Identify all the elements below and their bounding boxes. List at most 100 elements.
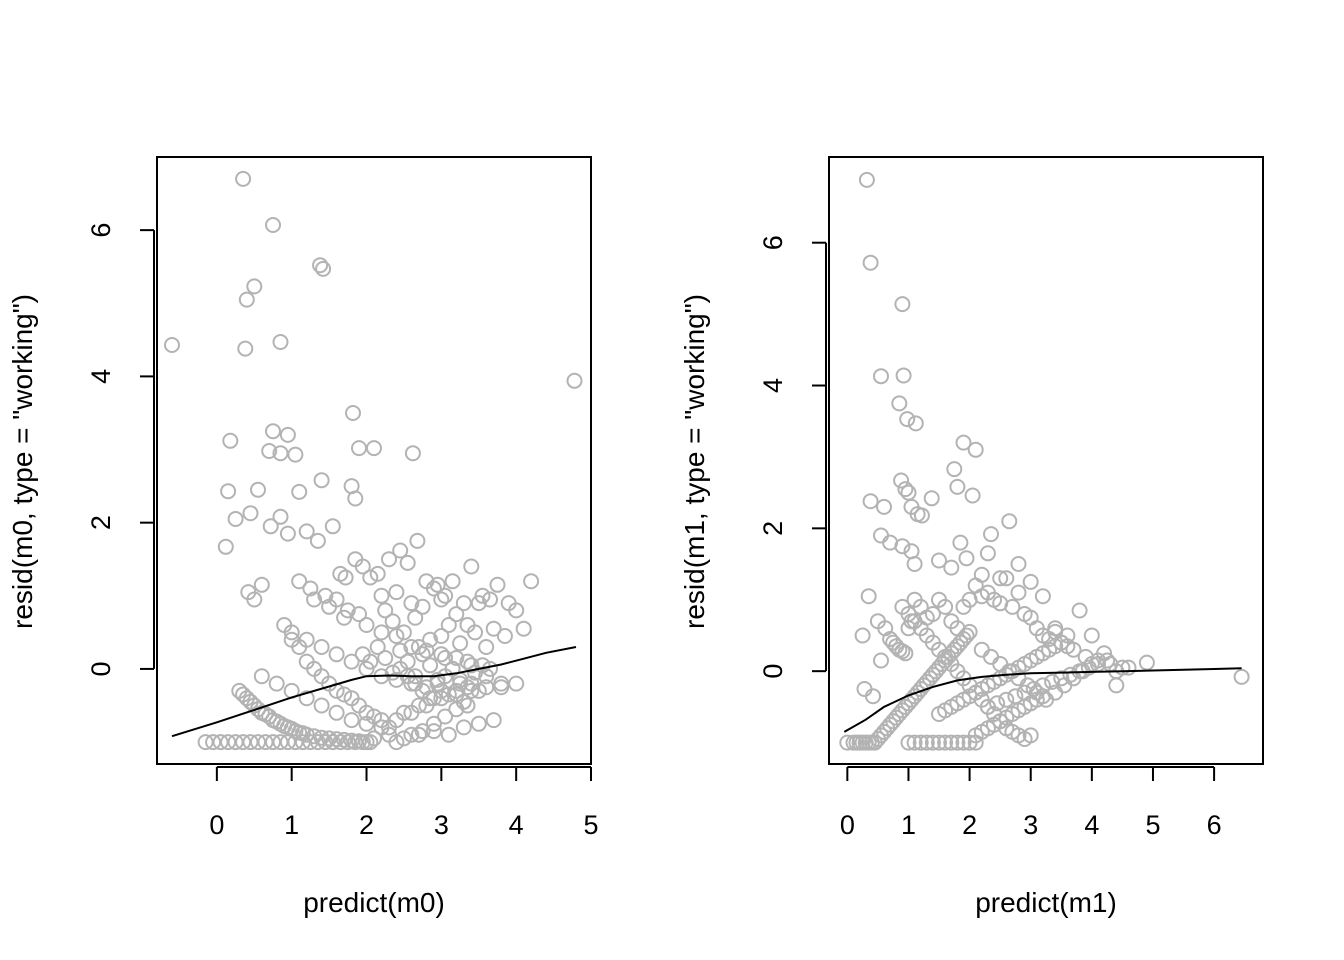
data-point (253, 668, 270, 685)
data-point (937, 598, 954, 615)
data-point (440, 686, 457, 703)
data-point (227, 511, 244, 527)
x-tick-label: 6 (1207, 810, 1222, 840)
data-point (250, 481, 266, 498)
data-point (261, 443, 278, 459)
data-point (235, 170, 252, 187)
data-point (429, 671, 446, 688)
data-point (366, 440, 382, 457)
data-point (313, 472, 330, 489)
data-point (1233, 668, 1250, 685)
data-point (1099, 652, 1116, 669)
y-axis-label-m0: resid(m0, type = "working") (7, 294, 38, 629)
x-tick-label: 1 (901, 810, 916, 840)
data-point (862, 493, 879, 510)
x-tick-label: 4 (1084, 810, 1099, 840)
data-point (448, 650, 465, 666)
data-point (312, 257, 329, 274)
data-point (222, 432, 239, 449)
data-point (302, 580, 319, 597)
data-point (474, 657, 491, 674)
data-point (463, 682, 480, 699)
data-point (489, 576, 506, 593)
data-point (298, 726, 315, 743)
data-point (1083, 627, 1100, 644)
data-point (433, 690, 450, 707)
data-point (399, 554, 416, 571)
data-point (485, 712, 502, 729)
y-tick-label: 6 (86, 223, 116, 238)
data-point (961, 734, 978, 751)
data-point (272, 334, 289, 350)
data-point (287, 446, 304, 463)
data-point (410, 639, 427, 655)
x-tick-label: 0 (840, 810, 855, 840)
data-point (463, 675, 480, 692)
data-point (1004, 598, 1021, 615)
data-point (897, 481, 914, 498)
data-point (336, 609, 353, 626)
data-point (1010, 584, 1027, 601)
data-point (246, 278, 263, 295)
data-point (873, 652, 889, 669)
data-point (983, 526, 999, 543)
data-point (313, 639, 330, 655)
x-axis-m0: 0 1 2 3 4 5 (209, 766, 599, 840)
data-point (345, 405, 361, 421)
data-point (508, 602, 525, 619)
data-point (897, 645, 914, 662)
data-point (265, 423, 281, 440)
data-point (220, 483, 237, 500)
data-point (309, 532, 326, 549)
data-point (272, 445, 289, 462)
data-point (1108, 677, 1125, 694)
data-point (328, 731, 345, 748)
data-point (876, 498, 892, 515)
data-point (459, 679, 476, 696)
data-point (895, 367, 912, 384)
data-point (414, 598, 431, 615)
data-point (1034, 588, 1051, 605)
data-point (894, 643, 911, 660)
data-point (395, 624, 412, 641)
data-point (992, 570, 1009, 587)
data-point (937, 734, 954, 751)
data-point (566, 372, 583, 389)
data-point (381, 551, 397, 568)
data-point (949, 478, 966, 495)
data-point (328, 646, 345, 663)
data-point (373, 587, 390, 604)
data-point (912, 734, 929, 751)
data-point (425, 715, 442, 732)
data-point (291, 483, 308, 500)
data-point (433, 682, 450, 699)
data-point (485, 620, 502, 637)
data-point (444, 573, 461, 590)
data-point (395, 730, 412, 747)
data-point (865, 688, 881, 705)
x-tick-label: 4 (509, 810, 524, 840)
data-point (1138, 654, 1155, 671)
data-point (164, 337, 180, 353)
data-point (321, 598, 338, 615)
data-point (918, 734, 935, 751)
scatter-points-m0 (164, 170, 583, 751)
data-point (452, 675, 469, 692)
y-tick-label: 2 (86, 515, 116, 530)
data-point (448, 606, 465, 623)
data-point (324, 518, 341, 535)
data-point (298, 690, 315, 707)
data-point (467, 624, 483, 641)
data-point (924, 606, 941, 622)
data-point (414, 646, 431, 663)
scatter-points-m1 (839, 171, 1250, 751)
data-point (392, 542, 409, 559)
data-point (989, 695, 1006, 712)
x-tick-label: 3 (434, 810, 449, 840)
data-point (358, 715, 375, 732)
data-point (336, 686, 353, 703)
data-point (437, 650, 454, 666)
data-point (1025, 681, 1042, 697)
data-point (347, 490, 364, 507)
